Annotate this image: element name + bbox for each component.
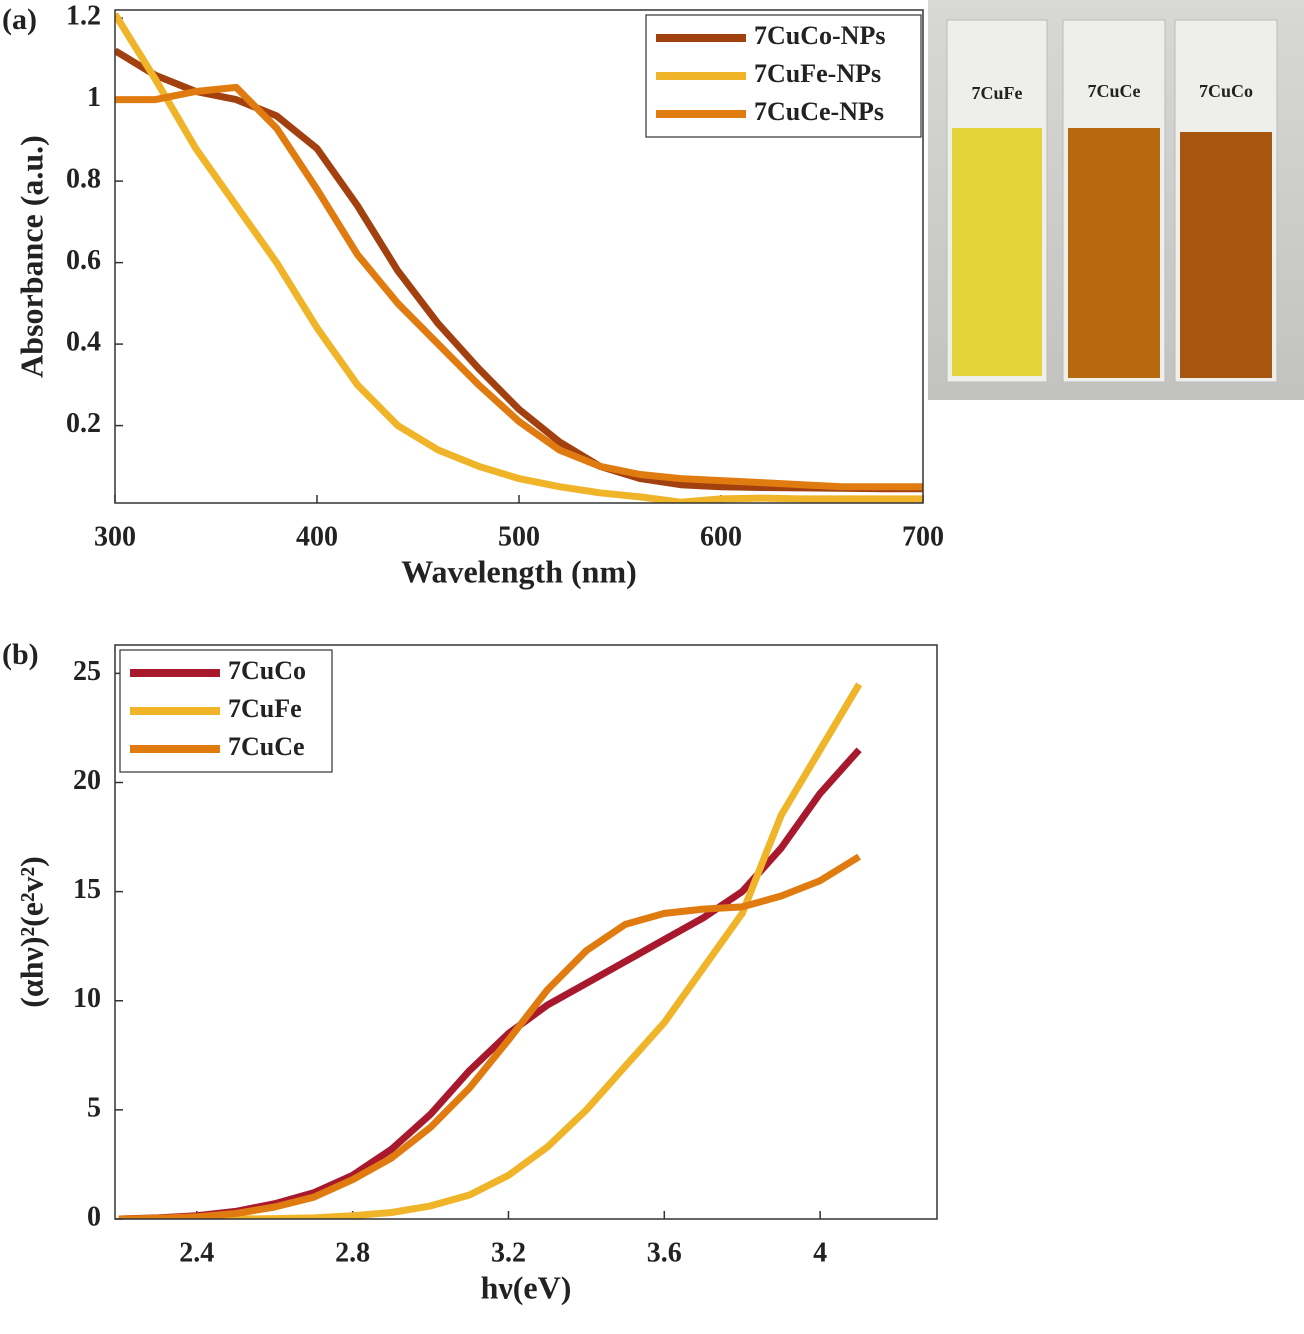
x-tick-label: 2.8: [335, 1237, 370, 1268]
plot-frame: [114, 9, 924, 504]
legend-label: 7CuFe-NPs: [754, 59, 881, 88]
x-axis-label: hν(eV): [481, 1269, 572, 1305]
legend-label: 7CuFe: [228, 694, 302, 723]
photo-label: 7CuFe: [972, 83, 1023, 103]
legend-label: 7CuCo: [228, 656, 306, 685]
x-tick-label: 500: [498, 521, 540, 552]
y-axis-label: (αhν)²(e²v²): [13, 856, 49, 1008]
series-line: [118, 747, 862, 1219]
x-tick-label: 600: [700, 521, 742, 552]
x-tick-label: 300: [94, 521, 136, 552]
x-tick-label: 3.6: [647, 1237, 682, 1268]
y-tick-label: 0.2: [66, 408, 101, 439]
legend-label: 7CuCo-NPs: [754, 21, 885, 50]
y-axis-label: Absorbance (a.u.): [13, 135, 49, 378]
y-tick-label: 1: [87, 82, 101, 113]
x-tick-label: 700: [902, 521, 944, 552]
y-tick-label: 5: [87, 1092, 101, 1123]
x-axis-label: Wavelength (nm): [401, 553, 637, 589]
y-tick-label: 15: [73, 874, 101, 905]
y-tick-label: 0.4: [66, 327, 101, 358]
x-tick-label: 2.4: [179, 1237, 214, 1268]
y-tick-label: 25: [73, 656, 101, 687]
y-tick-label: 20: [73, 765, 101, 796]
y-tick-label: 0.8: [66, 164, 101, 195]
x-tick-label: 3.2: [491, 1237, 526, 1268]
photo-label: 7CuCo: [1199, 81, 1253, 101]
x-tick-label: 400: [296, 521, 338, 552]
panel-label: (b): [2, 638, 39, 671]
plot-area: [115, 12, 923, 503]
legend-label: 7CuCe-NPs: [754, 97, 884, 126]
plot-frame: [114, 644, 938, 1220]
y-tick-label: 0.6: [66, 245, 101, 276]
inset-photo: 7CuFe 7CuCe 7CuCo: [928, 0, 1304, 400]
series-line: [118, 853, 861, 1219]
series-line: [115, 83, 923, 491]
y-tick-label: 1.2: [66, 1, 101, 32]
photo-label: 7CuCe: [1088, 81, 1141, 101]
y-tick-label: 0: [87, 1201, 101, 1232]
x-tick-label: 4: [813, 1237, 827, 1268]
panel-label: (a): [2, 3, 37, 36]
legend-label: 7CuCe: [228, 732, 305, 761]
y-tick-label: 10: [73, 983, 101, 1014]
series-line: [115, 12, 923, 503]
